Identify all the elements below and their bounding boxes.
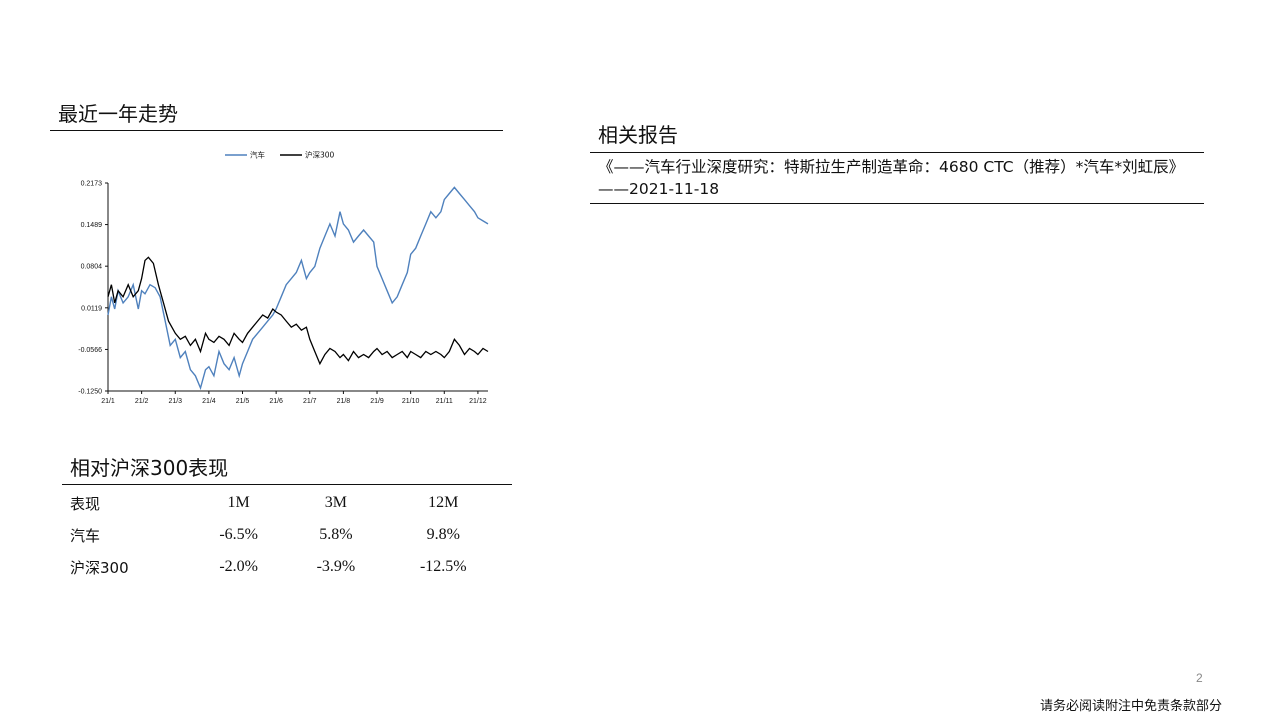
chart-legend: 汽车 沪深300 bbox=[225, 150, 335, 160]
chart-series bbox=[107, 186, 489, 391]
table-cell: -6.5% bbox=[219, 526, 258, 543]
header-cell-12m: 12M bbox=[428, 494, 459, 511]
x-tick-label: 21/8 bbox=[337, 398, 351, 405]
table-cell: -2.0% bbox=[219, 558, 258, 575]
trend-line-chart: 汽车 沪深300 0.2173 0.1489 0.0804 0.0119 -0.0566 -… bbox=[78, 150, 489, 405]
x-axis-ticks: 21/1 21/2 21/3 21/4 21/5 21/6 21/7 21/8 21/9 21/1… bbox=[101, 391, 487, 405]
relative-performance-title: 相对沪深300表现 bbox=[70, 456, 229, 480]
series-line-0 bbox=[107, 186, 489, 391]
x-tick-label: 21/10 bbox=[402, 398, 420, 405]
x-tick-label: 21/11 bbox=[436, 398, 453, 405]
x-tick-label: 21/2 bbox=[135, 398, 149, 405]
x-tick-label: 21/4 bbox=[202, 398, 216, 405]
header-cell-3m: 3M bbox=[324, 494, 348, 511]
x-tick-label: 21/6 bbox=[269, 398, 283, 405]
x-tick-label: 21/7 bbox=[303, 398, 317, 405]
disclaimer-text: 请务必阅读附注中免责条款部分 bbox=[1040, 699, 1223, 714]
table-cell: -12.5% bbox=[419, 558, 467, 575]
x-tick-label: 21/9 bbox=[370, 398, 384, 405]
table-cell: 5.8% bbox=[319, 526, 353, 543]
x-tick-label: 21/5 bbox=[236, 398, 250, 405]
report-link[interactable]: 《——汽车行业深度研究：特斯拉生产制造革命：4680 CTC（推荐）*汽车*刘虹… bbox=[598, 158, 1185, 198]
y-axis-ticks: 0.2173 0.1489 0.0804 0.0119 -0.0566 -0.1250 bbox=[78, 181, 108, 396]
y-tick-label: -0.0566 bbox=[78, 347, 102, 354]
reports-bottom-divider bbox=[590, 203, 1204, 204]
y-tick-label: -0.1250 bbox=[78, 389, 102, 396]
reports-top-divider bbox=[590, 152, 1204, 153]
relative-title-divider bbox=[62, 484, 512, 485]
y-tick-label: 0.0804 bbox=[81, 264, 103, 271]
page-number: 2 bbox=[1196, 671, 1203, 685]
relative-performance-table: 表现 1M 3M 12M 汽车 -6.5% 5.8% 9.8% 沪深300 -2… bbox=[62, 487, 502, 583]
row-label: 沪深300 bbox=[70, 558, 129, 577]
x-tick-label: 21/3 bbox=[168, 398, 182, 405]
trend-section-title: 最近一年走势 bbox=[58, 102, 178, 126]
chart-axes bbox=[107, 183, 488, 392]
header-cell-label: 表现 bbox=[70, 494, 101, 513]
trend-title-divider bbox=[50, 130, 503, 131]
series-line-1 bbox=[107, 256, 489, 366]
table-row: 沪深300 -2.0% -3.9% -12.5% bbox=[62, 551, 502, 583]
header-cell-1m: 1M bbox=[227, 494, 250, 511]
table-row: 汽车 -6.5% 5.8% 9.8% bbox=[62, 519, 502, 551]
table-header-row: 表现 1M 3M 12M bbox=[62, 487, 502, 519]
table-cell: -3.9% bbox=[316, 558, 356, 575]
y-tick-label: 0.2173 bbox=[81, 181, 103, 188]
legend-label: 沪深300 bbox=[305, 150, 335, 160]
related-reports-title: 相关报告 bbox=[598, 123, 678, 147]
x-tick-label: 21/1 bbox=[101, 398, 115, 405]
y-tick-label: 0.1489 bbox=[81, 222, 103, 229]
y-tick-label: 0.0119 bbox=[81, 305, 102, 312]
row-label: 汽车 bbox=[70, 526, 101, 545]
x-tick-label: 21/12 bbox=[469, 398, 487, 405]
legend-label: 汽车 bbox=[250, 150, 265, 160]
table-cell: 9.8% bbox=[426, 526, 460, 543]
